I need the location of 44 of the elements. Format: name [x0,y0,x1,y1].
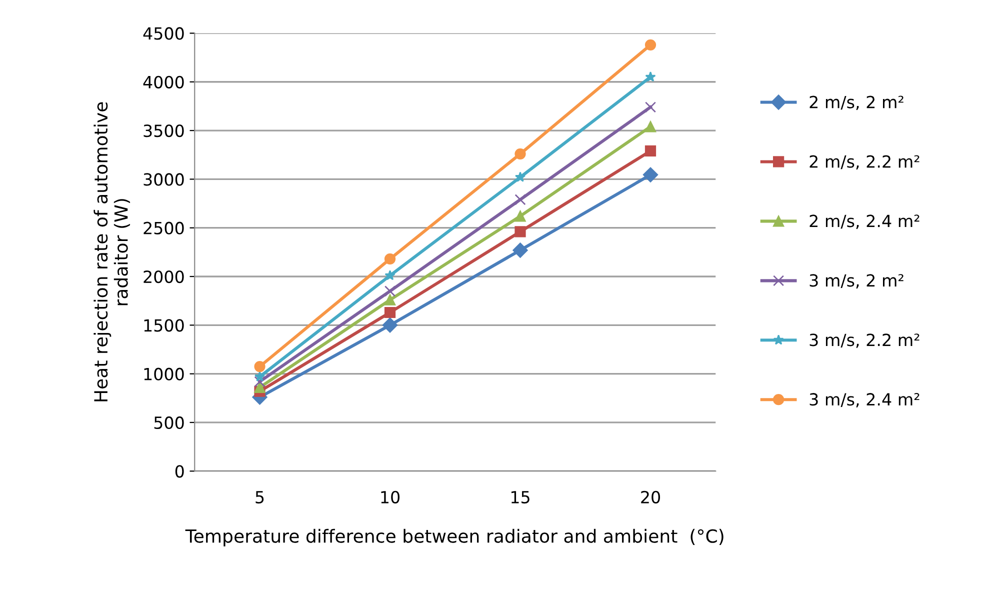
legend-label: 2 m/s, 2.2 m² [810,155,920,170]
x-tick-label: 15 [511,491,530,504]
point [384,306,396,318]
point [254,360,266,372]
x-tick-label: 10 [381,490,400,504]
point [644,102,656,113]
y-tick-label: 2500 [144,222,184,234]
point [644,121,656,132]
point [254,371,266,382]
y-tick-label: 0 [175,465,184,478]
y-tick-label: 3500 [144,124,184,138]
y-tick-label: 500 [154,416,184,430]
y-tick-label: 3000 [144,173,184,186]
point [514,172,526,182]
legend-label: 3 m/s, 2 m² [810,274,904,288]
point [644,39,656,50]
point [514,194,526,206]
x-tick-label: 5 [256,491,264,504]
y-tick-label: 1000 [144,368,184,380]
point [254,382,266,393]
x-tick-label: 20 [641,490,660,504]
y-axis-title: Heat rejection rate of automotive radaitor (W) [94,102,130,402]
point [645,71,656,82]
point [512,242,528,258]
y-tick-label: 1500 [144,319,184,332]
point [382,318,398,333]
point [384,286,396,297]
legend-label: 2 m/s, 2 m² [810,96,904,110]
point [514,226,526,238]
point [384,253,396,265]
y-tick-label: 4000 [143,76,184,88]
point [254,376,266,388]
point [514,148,526,160]
y-tick-label: 2000 [144,270,184,284]
point [642,167,658,182]
y-tick-label: 4500 [143,27,184,40]
legend-label: 2 m/s, 2.4 m² [810,214,920,229]
legend-label: 3 m/s, 2.2 m² [810,334,920,348]
x-axis-title: Temperature difference between radiator and ambient (°C) [185,528,724,546]
legend-label: 3 m/s, 2.4 m² [810,393,920,408]
point [384,294,396,306]
point [384,270,396,280]
point [644,145,656,157]
point [514,210,526,222]
